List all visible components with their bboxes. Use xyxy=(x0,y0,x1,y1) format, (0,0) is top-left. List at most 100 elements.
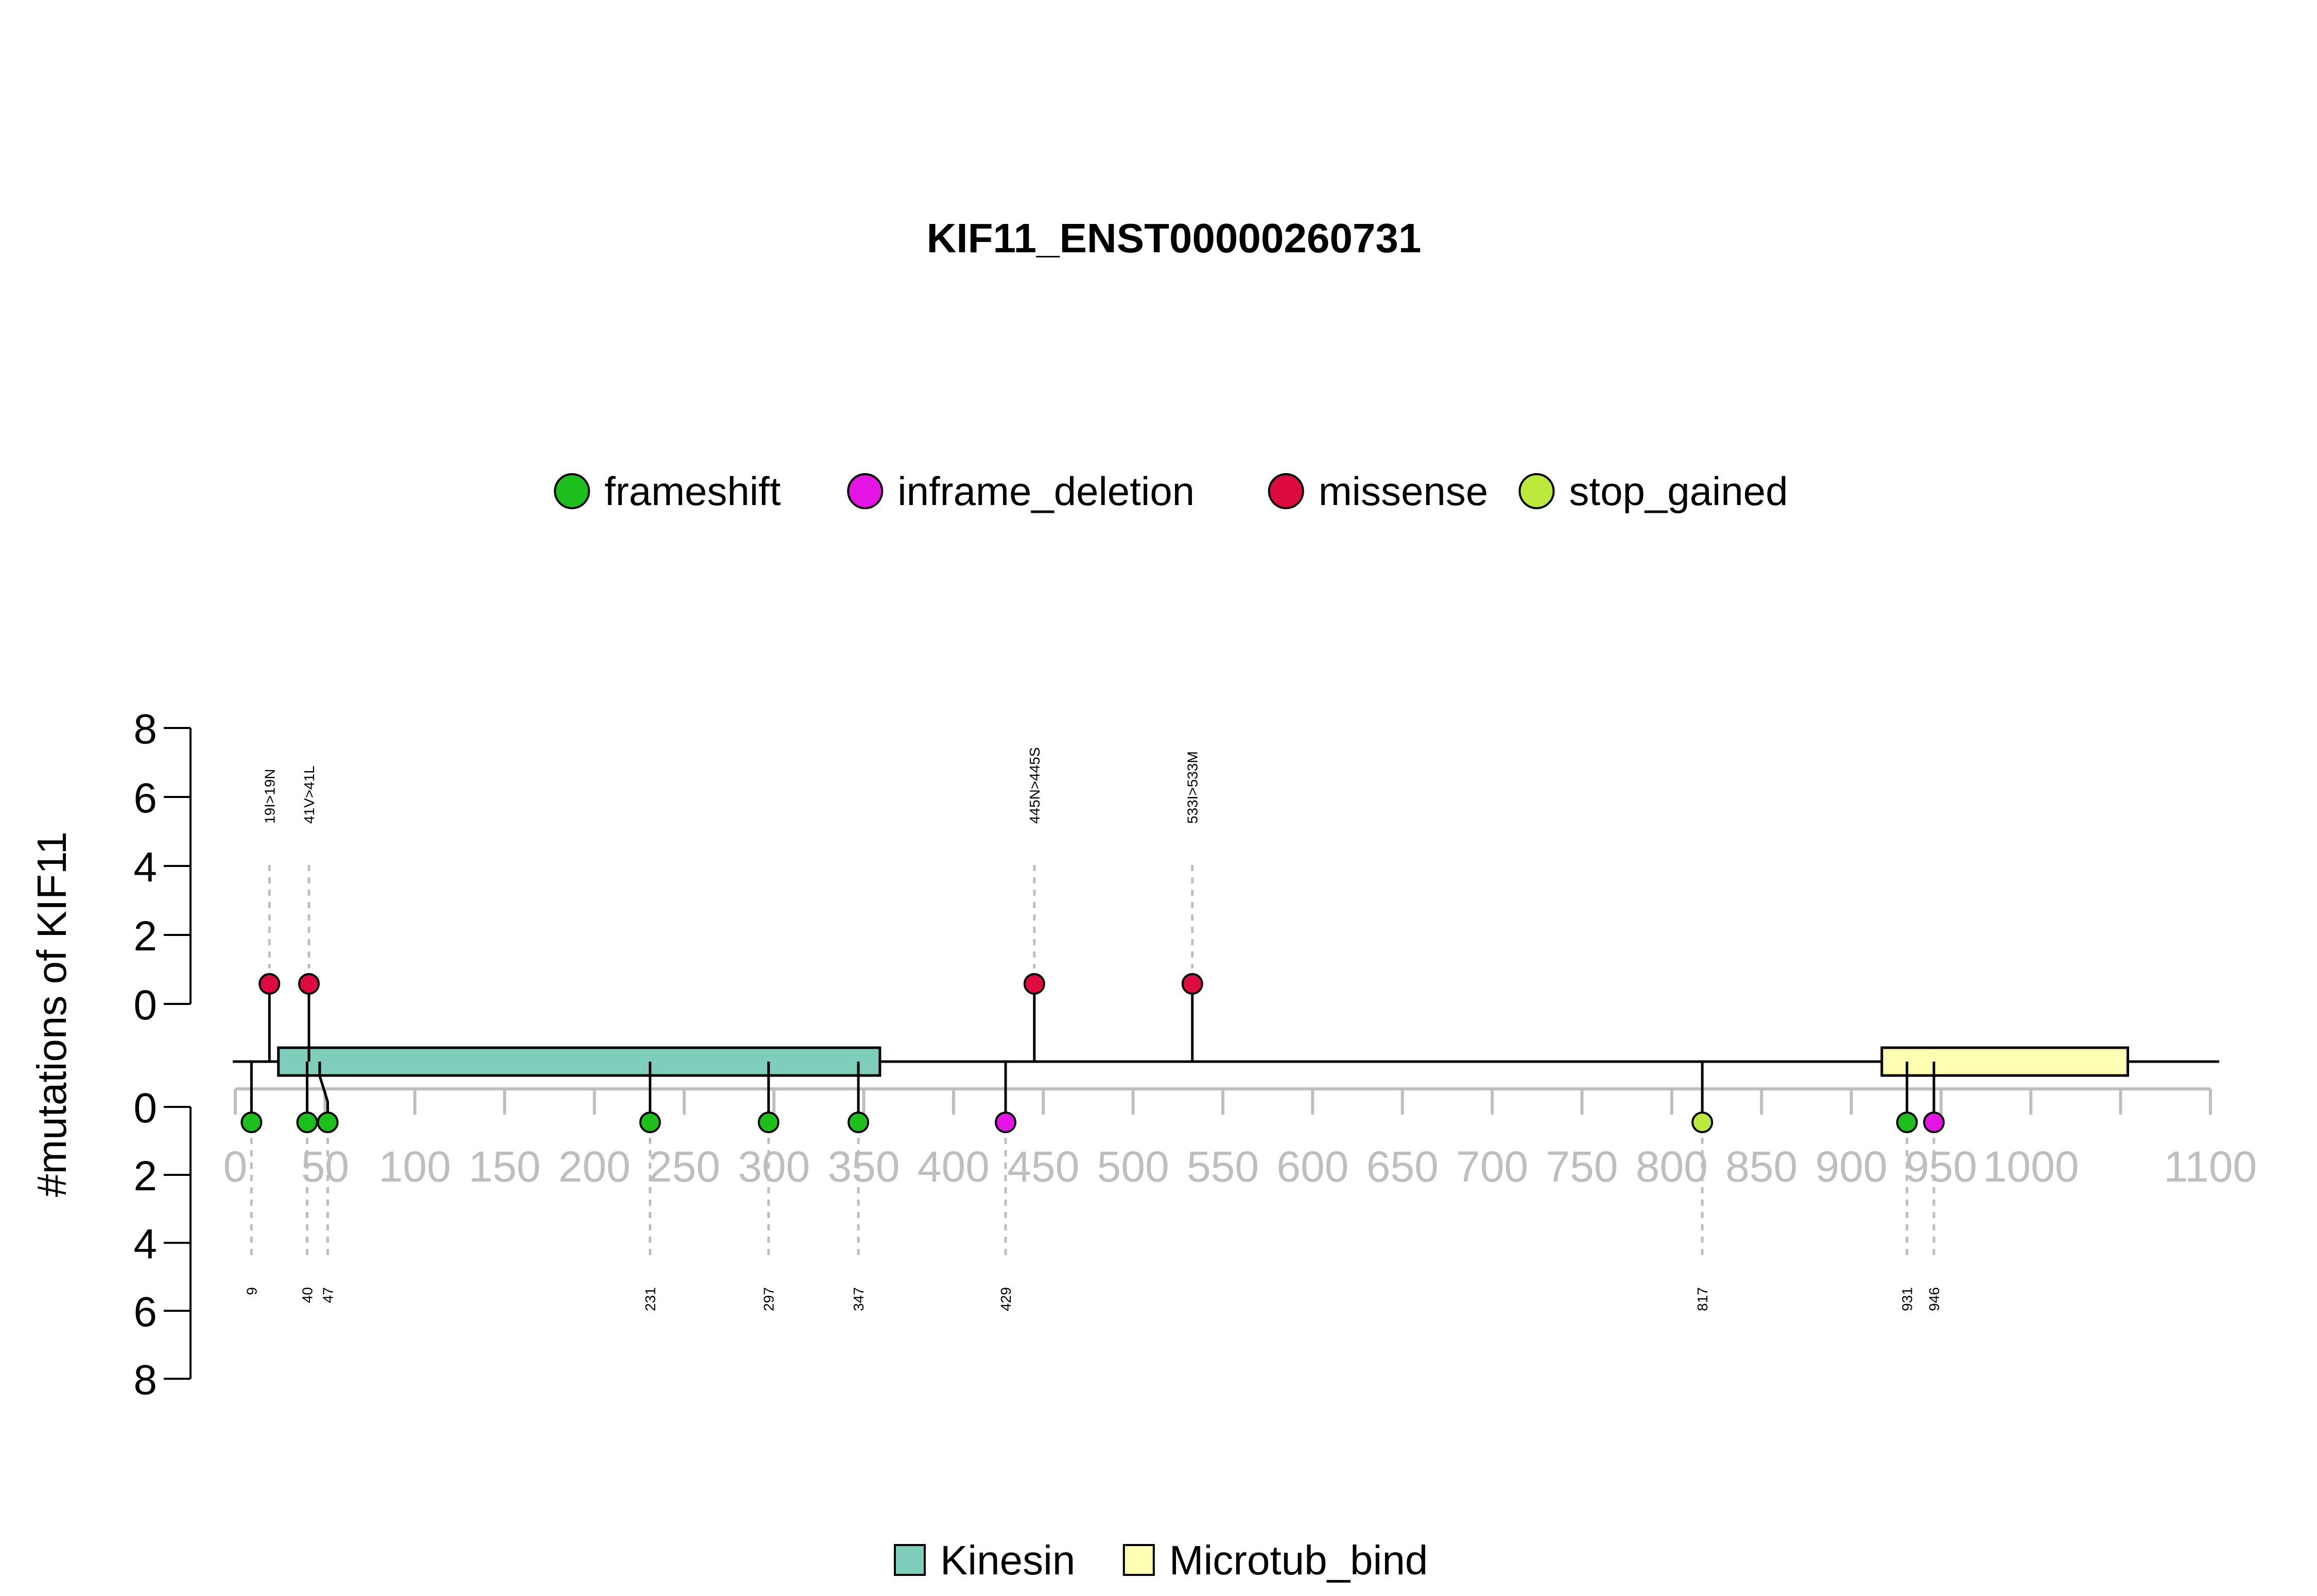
y-tick-label-lower: 4 xyxy=(133,1221,157,1268)
x-tick-label: 100 xyxy=(379,1142,451,1191)
legend-item-frameshift: frameshift xyxy=(554,469,781,514)
lollipop-head xyxy=(995,1112,1017,1133)
mutation-label: 19I>19N xyxy=(262,769,278,824)
lollipop-head xyxy=(296,1112,318,1133)
x-tick-label: 0 xyxy=(223,1142,248,1191)
y-tick-label-upper: 4 xyxy=(133,844,157,891)
x-tick-label: 250 xyxy=(648,1142,720,1191)
legend-label-inframe_deletion: inframe_deletion xyxy=(897,469,1195,514)
y-axis-lower: 0 2 4 6 8 xyxy=(133,1085,192,1403)
lollipop-top: 41V>41L xyxy=(298,766,320,1062)
domain-Microtub_bind xyxy=(1880,1046,2130,1077)
x-tick-label: 150 xyxy=(469,1142,541,1191)
x-tick-label: 200 xyxy=(558,1142,630,1191)
chart-title: KIF11_ENST00000260731 xyxy=(927,215,1422,261)
lollipop-top: 445N>445S xyxy=(1023,747,1045,1062)
lollipop-bottom: 946 xyxy=(1923,1062,1945,1311)
y-axis-label: #mutations of KIF11 xyxy=(29,831,75,1197)
x-tick-label: 800 xyxy=(1636,1142,1708,1191)
legend-label-missense: missense xyxy=(1319,469,1488,514)
y-axis-upper: 0 2 4 6 8 xyxy=(133,706,192,1029)
x-tick-label: 350 xyxy=(827,1142,900,1191)
y-tick-label-lower: 8 xyxy=(133,1357,157,1403)
lollipop-bottom: 931 xyxy=(1896,1062,1918,1311)
legend-label-stop_gained: stop_gained xyxy=(1569,469,1788,514)
lollipop-bottom: 817 xyxy=(1691,1062,1714,1311)
x-tick-label: 600 xyxy=(1276,1142,1348,1191)
legend-swatch-inframe_deletion xyxy=(847,473,884,509)
upper-mutations: 19I>19N 41V>41L 445N>445S 533I>533M xyxy=(258,747,1203,1062)
y-tick-label-upper: 6 xyxy=(133,775,157,822)
x-tick-label: 750 xyxy=(1546,1142,1618,1191)
x-tick-label: 400 xyxy=(918,1142,990,1191)
legend-label-Microtub_bind: Microtub_bind xyxy=(1169,1537,1428,1583)
mutation-label: 231 xyxy=(643,1287,659,1311)
legend-label-Kinesin: Kinesin xyxy=(940,1537,1075,1583)
lollipop-head xyxy=(1181,973,1203,995)
mutation-label: 946 xyxy=(1926,1287,1942,1311)
x-tick-label: 900 xyxy=(1815,1142,1887,1191)
mutation-label: 445N>445S xyxy=(1027,747,1043,824)
legend-swatch-stop_gained xyxy=(1518,473,1555,509)
x-tick-label: 50 xyxy=(301,1142,349,1191)
domain-Kinesin xyxy=(277,1046,881,1077)
lollipop-head xyxy=(757,1112,780,1133)
lollipop-bottom: 47 xyxy=(317,1062,339,1303)
x-tick-label: 850 xyxy=(1725,1142,1797,1191)
plot-area: 0 2 4 6 8 0 2 4 6 8 0 50 100 150 200 250 300 350 400 450 500… xyxy=(133,706,2257,1403)
lollipop-top: 19I>19N xyxy=(258,769,281,1062)
mutation-legend: frameshift inframe_deletion missense stop_g… xyxy=(554,469,1788,514)
lollipop-head xyxy=(639,1112,661,1133)
legend-swatch-missense xyxy=(1268,473,1304,509)
mutation-label: 533I>533M xyxy=(1185,751,1201,824)
lollipop-head xyxy=(298,973,320,995)
lollipop-bottom: 40 xyxy=(296,1062,318,1303)
legend-swatch-frameshift xyxy=(554,473,590,509)
legend-item-stop_gained: stop_gained xyxy=(1518,469,1788,514)
x-tick-label: 1000 xyxy=(1983,1142,2079,1191)
legend-item-missense: missense xyxy=(1268,469,1488,514)
domain-legend: Kinesin Microtub_bind xyxy=(894,1537,1428,1583)
lollipop-head xyxy=(240,1112,263,1133)
y-tick-label-lower: 0 xyxy=(133,1085,157,1132)
lollipop-head xyxy=(1923,1112,1945,1133)
x-tick-label: 650 xyxy=(1367,1142,1439,1191)
x-tick-label: 1100 xyxy=(2164,1142,2257,1191)
lollipop-top: 533I>533M xyxy=(1181,751,1203,1062)
lollipop-bottom: 231 xyxy=(639,1062,661,1311)
lollipop-head xyxy=(1023,973,1045,995)
lollipop-head xyxy=(1691,1112,1714,1133)
legend-label-frameshift: frameshift xyxy=(604,469,781,514)
x-axis: 0 50 100 150 200 250 300 350 400 450 500 550 600 650 7… xyxy=(223,1087,2257,1191)
legend-swatch-Kinesin xyxy=(894,1544,926,1576)
legend-item-Microtub_bind: Microtub_bind xyxy=(1122,1537,1428,1583)
legend-swatch-Microtub_bind xyxy=(1122,1544,1155,1576)
y-tick-label-upper: 0 xyxy=(133,982,157,1029)
legend-item-Kinesin: Kinesin xyxy=(894,1537,1075,1583)
y-tick-label-lower: 6 xyxy=(133,1289,157,1335)
lollipop-head xyxy=(848,1112,870,1133)
y-tick-label-upper: 8 xyxy=(133,706,157,753)
mutation-label: 297 xyxy=(761,1287,777,1311)
x-tick-label: 500 xyxy=(1097,1142,1169,1191)
x-tick-label: 700 xyxy=(1456,1142,1528,1191)
mutation-label: 429 xyxy=(998,1287,1014,1311)
x-tick-label: 450 xyxy=(1007,1142,1079,1191)
lollipop-head xyxy=(258,973,281,995)
lollipop-head xyxy=(1896,1112,1918,1133)
lollipop-bottom: 297 xyxy=(757,1062,780,1311)
y-tick-label-lower: 2 xyxy=(133,1153,157,1200)
x-tick-label: 950 xyxy=(1905,1142,1977,1191)
mutation-label: 40 xyxy=(299,1287,315,1303)
mutation-label: 47 xyxy=(320,1287,336,1303)
x-tick-label: 550 xyxy=(1187,1142,1259,1191)
lower-mutations: 9 40 47 231 297 347 429 817 931 946 xyxy=(240,1062,1945,1311)
lollipop-head xyxy=(317,1112,339,1133)
lollipop-bottom: 9 xyxy=(240,1062,263,1295)
mutation-label: 931 xyxy=(1899,1287,1915,1311)
mutation-label: 817 xyxy=(1694,1287,1710,1311)
mutation-label: 9 xyxy=(244,1287,260,1295)
legend-item-inframe_deletion: inframe_deletion xyxy=(847,469,1195,514)
mutation-label: 41V>41L xyxy=(301,766,317,824)
